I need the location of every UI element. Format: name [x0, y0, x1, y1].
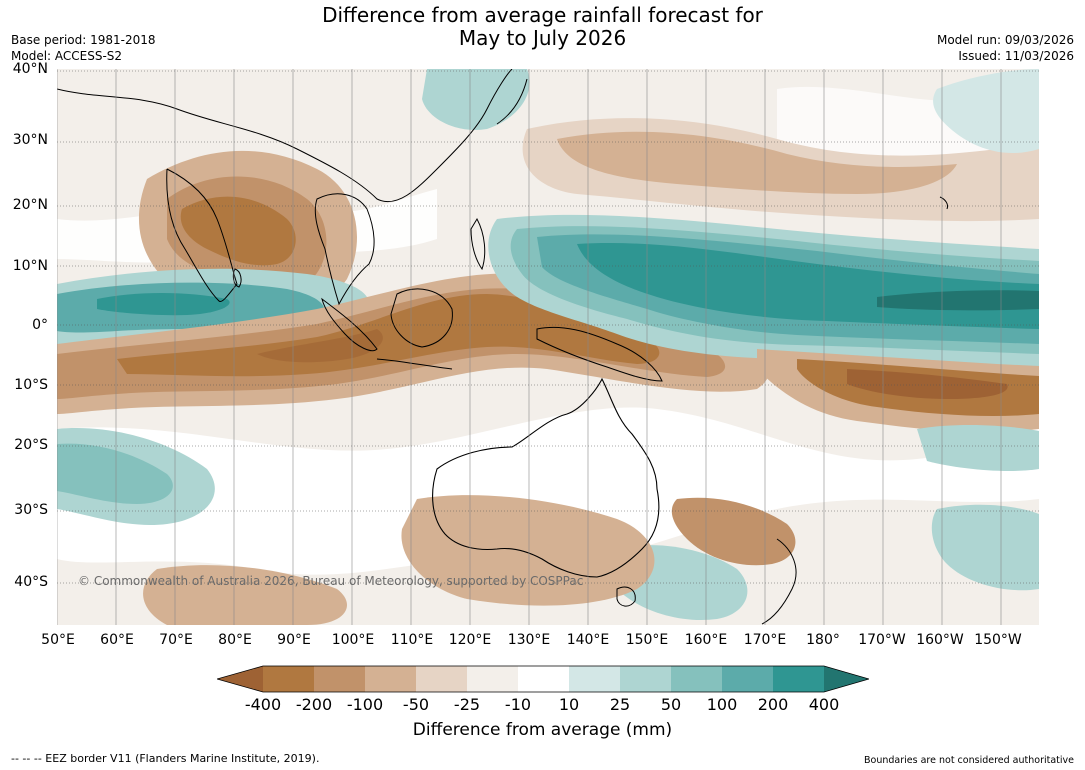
- colorbar-swatch-8: [620, 666, 671, 692]
- colorbar-tick-label: -200: [295, 695, 333, 714]
- colorbar-tick-label: 400: [808, 695, 840, 714]
- lon-label-150w: 150°W: [974, 632, 1022, 648]
- run-info: Model run: 09/03/2026 Issued: 11/03/2026: [937, 32, 1074, 64]
- lat-label-20s: 20°S: [14, 437, 48, 453]
- colorbar-swatch-6: [518, 666, 569, 692]
- lon-label-160e: 160°E: [684, 632, 728, 648]
- map-title: Difference from average rainfall forecas…: [0, 4, 1085, 50]
- colorbar-tick-label: 25: [609, 695, 631, 714]
- colorbar-tick-label: -50: [402, 695, 430, 714]
- lat-label-40s: 40°S: [14, 574, 48, 590]
- lon-label-130e: 130°E: [507, 632, 551, 648]
- colorbar-swatch-under: [217, 666, 263, 692]
- lat-label-40n: 40°N: [12, 61, 48, 77]
- philippines-coastline: [470, 217, 486, 271]
- lon-label-90e: 90°E: [277, 632, 311, 648]
- model-run-date: Model run: 09/03/2026: [936, 33, 1074, 47]
- colorbar-swatch-2: [314, 666, 365, 692]
- lon-label-110e: 110°E: [390, 632, 434, 648]
- colorbar-swatch-11: [773, 666, 824, 692]
- longitude-gridlines: [57, 69, 1002, 625]
- copyright-note: © Commonwealth of Australia 2026, Bureau…: [78, 574, 584, 588]
- title-line-1: Difference from average rainfall forecas…: [322, 3, 763, 27]
- colorbar: [217, 665, 869, 693]
- colorbar-swatch-over: [824, 666, 869, 692]
- eez-note: -- -- -- EEZ border V11 (Flanders Marine…: [11, 752, 320, 765]
- australia-coastline: [432, 377, 660, 578]
- lon-label-80e: 80°E: [218, 632, 252, 648]
- lat-label-equator: 0°: [32, 317, 48, 333]
- lon-label-170w: 170°W: [858, 632, 906, 648]
- tasmania-coastline: [616, 586, 636, 607]
- colorbar-title: Difference from average (mm): [412, 720, 673, 740]
- lon-label-60e: 60°E: [100, 632, 134, 648]
- lat-label-30s: 30°S: [14, 502, 48, 518]
- borneo-coastline: [390, 288, 453, 348]
- indochina-coastline: [314, 193, 375, 306]
- asia-coastline: [57, 69, 513, 203]
- colorbar-swatch-7: [569, 666, 620, 692]
- model-name: Model: ACCESS-S2: [11, 49, 123, 63]
- title-line-2: May to July 2026: [458, 26, 627, 50]
- colorbar-swatch-4: [416, 666, 467, 692]
- colorbar-swatch-3: [365, 666, 416, 692]
- rainfall-map[interactable]: [57, 69, 1039, 625]
- lat-label-10s: 10°S: [14, 377, 48, 393]
- lon-label-170e: 170°E: [743, 632, 787, 648]
- lat-label-20n: 20°N: [12, 197, 48, 213]
- hawaii-coastline: [939, 196, 948, 210]
- colorbar-tick-label: 100: [706, 695, 738, 714]
- colorbar-tick-label: -10: [504, 695, 532, 714]
- lon-label-160w: 160°W: [916, 632, 964, 648]
- colorbar-swatch-5: [467, 666, 518, 692]
- lon-label-140e: 140°E: [566, 632, 610, 648]
- lon-label-100e: 100°E: [331, 632, 375, 648]
- lat-label-10n: 10°N: [12, 258, 48, 274]
- lon-label-50e: 50°E: [41, 632, 75, 648]
- issued-date: Issued: 11/03/2026: [958, 49, 1074, 63]
- lon-label-150e: 150°E: [625, 632, 669, 648]
- new-zealand-coastline: [761, 538, 797, 625]
- new-guinea-coastline: [536, 326, 663, 382]
- base-period: Base period: 1981-2018: [11, 33, 156, 47]
- colorbar-swatch-1: [263, 666, 314, 692]
- colorbar-outline: [217, 665, 869, 693]
- rainfall-anomaly-field: [57, 69, 1039, 625]
- india-coastline: [166, 168, 238, 303]
- sumatra-coastline: [321, 297, 378, 352]
- lon-label-70e: 70°E: [159, 632, 193, 648]
- colorbar-tick-label: 200: [757, 695, 789, 714]
- colorbar-swatch-9: [671, 666, 722, 692]
- colorbar-tick-label: 10: [558, 695, 580, 714]
- colorbar-tick-label: -100: [346, 695, 384, 714]
- boundary-disclaimer: Boundaries are not considered authoritat…: [864, 755, 1074, 766]
- java-coastline: [376, 358, 453, 370]
- lon-label-180: 180°: [806, 632, 840, 648]
- model-info: Base period: 1981-2018 Model: ACCESS-S2: [11, 32, 156, 64]
- colorbar-tick-label: -25: [453, 695, 481, 714]
- colorbar-swatch-10: [722, 666, 773, 692]
- colorbar-tick-label: -400: [244, 695, 282, 714]
- sri-lanka-coastline: [232, 268, 242, 288]
- colorbar-tick-label: 50: [660, 695, 682, 714]
- lon-label-120e: 120°E: [448, 632, 492, 648]
- japan-coastline: [496, 78, 528, 125]
- lat-label-30n: 30°N: [12, 132, 48, 148]
